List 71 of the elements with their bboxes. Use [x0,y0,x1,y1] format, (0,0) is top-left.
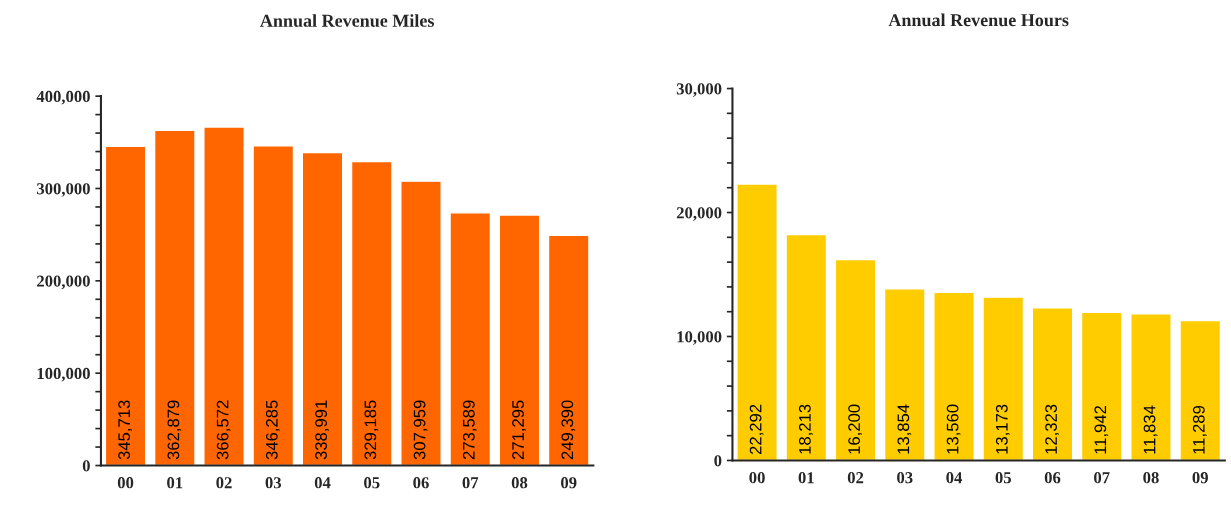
bar [350,160,393,466]
bar [252,145,295,466]
x-tick-label: 00 [749,472,765,484]
bar [547,234,590,466]
data-label: 18,213 [798,404,813,454]
x-tick-label: 02 [216,477,232,489]
data-label: 329,185 [364,400,379,460]
bar [104,145,147,466]
data-label: 22,292 [749,404,764,455]
x-tick-label: 08 [511,477,528,489]
x-tick-label: 03 [265,477,282,489]
data-label: 273,589 [462,400,477,460]
y-tick-label: 10,000 [677,331,722,345]
data-label: 338,991 [315,400,329,460]
x-tick-label: 05 [995,472,1011,484]
x-tick-label: 03 [897,472,913,484]
data-label: 366,572 [216,400,231,460]
x-tick-label: 04 [314,477,331,489]
y-tick-label: 300,000 [36,183,90,197]
data-label: 271,295 [512,400,526,460]
bar [203,126,245,466]
bar [1031,306,1074,461]
x-tick-label: 07 [1094,472,1110,484]
y-tick-label: 200,000 [37,275,90,290]
data-label: 345,713 [118,400,132,460]
bar [1179,319,1222,461]
x-tick-label: 01 [798,472,814,484]
bar [153,129,196,466]
bar [834,258,877,461]
x-tick-label: 06 [1044,472,1061,484]
y-tick-label: 100,000 [37,367,90,382]
y-tick-label: 0 [714,455,722,467]
bar [736,183,778,461]
y-tick-label: 0 [82,460,90,472]
x-tick-label: 09 [1192,472,1208,484]
x-tick-label: 09 [561,477,577,489]
data-label: 11,942 [1094,405,1109,454]
x-tick-label: 00 [117,477,134,489]
data-label: 13,560 [946,404,961,454]
x-tick-label: 01 [167,477,183,489]
bar [301,151,344,466]
bar [883,288,926,461]
bar [449,212,492,466]
data-label: 12,323 [1045,404,1059,454]
x-tick-label: 08 [1143,472,1159,484]
data-label: 16,200 [848,404,862,454]
y-tick-label: 20,000 [676,207,722,221]
x-tick-label: 07 [462,477,479,489]
bar [933,291,975,461]
data-label: 346,285 [265,400,280,460]
data-label: 13,173 [995,404,1010,454]
chart-title: Annual Revenue Miles [260,14,434,27]
data-label: 249,390 [561,400,576,460]
bar [982,296,1025,461]
bar [785,233,828,461]
x-tick-label: 02 [847,472,864,484]
bar [400,180,442,466]
bar [498,214,541,466]
data-label: 11,289 [1192,405,1207,454]
x-tick-label: 04 [946,472,963,484]
x-tick-label: 05 [364,477,380,489]
data-label: 307,959 [413,400,428,460]
y-tick-label: 30,000 [676,83,722,97]
x-tick-label: 06 [413,477,429,489]
y-tick-label: 400,000 [36,90,90,105]
bar [1130,313,1172,461]
data-label: 13,854 [897,404,912,454]
data-label: 362,879 [167,400,182,460]
bar [1080,311,1123,461]
chart-title: Annual Revenue Hours [888,13,1069,27]
data-label: 11,834 [1143,405,1158,454]
